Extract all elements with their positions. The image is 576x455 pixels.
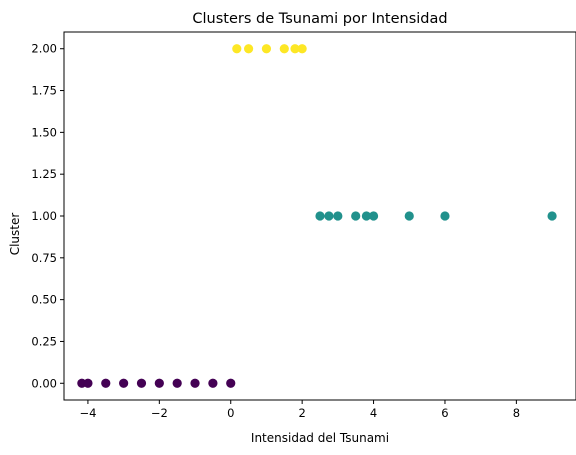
data-point-cluster-0: [208, 378, 218, 388]
x-tick-label: −4: [79, 406, 96, 420]
data-point-cluster-2: [297, 44, 307, 54]
data-point-cluster-0: [136, 378, 147, 388]
x-tick-label: 8: [513, 406, 520, 420]
data-point-cluster-0: [172, 378, 182, 388]
data-point-cluster-0: [83, 378, 93, 388]
data-point-cluster-2: [279, 44, 289, 54]
data-point-cluster-1: [547, 211, 557, 221]
data-point-cluster-0: [119, 378, 129, 388]
data-point-cluster-1: [333, 211, 343, 221]
x-tick-label: 4: [370, 406, 377, 420]
y-tick-label: 1.75: [31, 84, 57, 98]
data-point-cluster-0: [190, 378, 200, 388]
data-point-cluster-0: [154, 378, 164, 388]
plot-area: [77, 44, 557, 388]
data-point-cluster-2: [232, 44, 242, 54]
data-point-cluster-2: [243, 44, 254, 54]
y-tick-label: 2.00: [31, 42, 57, 56]
y-tick-label: 1.25: [31, 167, 57, 181]
y-tick-label: 1.00: [31, 209, 57, 223]
y-tick-label: 1.50: [31, 125, 57, 139]
y-axis-label: Cluster: [8, 213, 22, 256]
data-point-cluster-1: [324, 211, 334, 221]
x-tick-label: 2: [298, 406, 305, 420]
data-point-cluster-0: [226, 378, 236, 388]
y-tick-label: 0.25: [31, 334, 57, 348]
axes: −4 −2 0 2 4 6 8 0.00 0.25 0.50 0.75 1.00 1.25 1.50 1.7…: [31, 31, 576, 420]
x-tick-label: 6: [441, 406, 448, 420]
data-point-cluster-0: [101, 378, 111, 388]
y-tick-label: 0.00: [31, 376, 57, 390]
data-point-cluster-1: [404, 211, 414, 221]
data-point-cluster-2: [290, 44, 300, 54]
x-axis-label: Intensidad del Tsunami: [251, 431, 389, 445]
data-point-cluster-1: [368, 211, 379, 221]
chart-title: Clusters de Tsunami por Intensidad: [192, 11, 447, 27]
y-tick-label: 0.75: [31, 251, 57, 265]
y-tick-label: 0.50: [31, 293, 57, 307]
data-point-cluster-2: [261, 44, 272, 54]
data-point-cluster-1: [315, 211, 325, 221]
data-point-cluster-1: [351, 211, 361, 221]
data-point-cluster-1: [361, 211, 372, 221]
data-point-cluster-1: [440, 211, 450, 221]
x-tick-label: 0: [227, 406, 234, 420]
x-tick-label: −2: [151, 406, 168, 420]
